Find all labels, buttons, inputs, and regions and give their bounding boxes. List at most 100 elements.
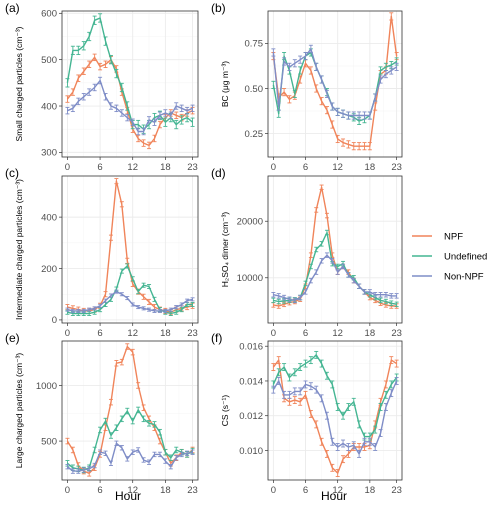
panel-a-x-tick-label: 23	[187, 162, 198, 173]
panel-c: 0 6 12 18 23 0 200 400 (c)Intermediate charged p…	[5, 166, 199, 339]
panel-d-x-tick-label: 0	[271, 328, 276, 339]
panel-c-series-non-npf	[65, 289, 195, 313]
panel-a-x-tick-label: 18	[160, 162, 171, 173]
panel-f-series-non-npf-line	[272, 380, 398, 455]
panel-e-tag: (e)	[5, 331, 20, 345]
panel-f-y-axis-title: CS (s⁻¹)	[220, 395, 230, 427]
panel-f-x-tick-label: 23	[391, 485, 402, 496]
panel-c-y-tick-label: 0	[52, 315, 57, 326]
panel-a-series-non-npf-line	[67, 79, 193, 133]
panel-b-x-tick-label: 18	[365, 162, 376, 173]
panel-f-x-tick-label: 12	[332, 485, 343, 496]
panel-f-y-tick-label: 0.014	[239, 376, 263, 387]
panel-d-x-tick-label: 12	[332, 328, 343, 339]
panel-f: 0 6 12 18 23 0.010 0.012 0.014 0.016 (f) CS (s⁻¹)	[211, 331, 403, 496]
panel-e-series-undefined-line	[66, 409, 193, 471]
panel-f-y-tick-label: 0.012	[239, 411, 263, 422]
panel-a-y-tick-label: 600	[41, 9, 57, 20]
panel-a: 0 6 12 18 23 300 400 500 600 (a) Small charged par…	[5, 1, 199, 173]
panel-d-tag: (d)	[211, 166, 226, 180]
panel-b-y-tick-label: 0.50	[245, 84, 264, 95]
panel-c-tag: (c)	[5, 166, 19, 180]
panel-c-border	[61, 175, 199, 324]
panel-b-x-tick-label: 12	[332, 162, 343, 173]
panel-f-series-undefined	[271, 350, 399, 441]
panel-a-y-axis-title: Small charged particles (cm⁻³)	[14, 26, 24, 141]
panel-b-series-non-npf	[271, 44, 399, 120]
panel-d: 0 6 12 18 23 10000 20000 (d) H₂SO₄ dimer (cm⁻³)	[211, 166, 403, 339]
panel-a-border	[61, 10, 199, 158]
panel-f-tag: (f)	[211, 331, 222, 345]
panel-e-border	[61, 340, 199, 481]
panel-f-y-tick-label: 0.016	[239, 342, 263, 353]
panel-f-series-non-npf	[271, 377, 399, 458]
panel-d-border	[267, 175, 403, 324]
panel-e-x-tick-label: 12	[127, 485, 138, 496]
panel-f-series-npf	[271, 356, 399, 477]
panel-d-y-tick-label: 20000	[237, 217, 263, 228]
panel-c-series-non-npf-line	[67, 290, 193, 312]
panel-a-x-tick-label: 12	[127, 162, 138, 173]
panel-f-x-tick-label: 18	[365, 485, 376, 496]
panel-d-series-non-npf-line	[273, 254, 397, 302]
panel-e-x-tick-label: 18	[160, 485, 171, 496]
panel-e-series-non-npf-line	[66, 442, 193, 472]
panel-b-series-non-npf-line	[272, 48, 397, 117]
panel-c-y-tick-label: 400	[41, 212, 57, 223]
x-axis-title-left: Hour	[115, 489, 141, 503]
panel-e-series-non-npf	[65, 440, 195, 474]
panel-e-background	[62, 341, 198, 480]
panel-a-tag: (a)	[5, 1, 20, 15]
panel-b-y-tick-label: 0.75	[245, 39, 264, 50]
panel-f-border	[267, 340, 403, 481]
panel-b-x-tick-label: 0	[271, 162, 276, 173]
panel-a-x-tick-label: 6	[97, 162, 102, 173]
legend-label-undefined: Undefined	[444, 252, 487, 263]
panel-c-x-tick-label: 18	[160, 328, 171, 339]
panel-e-x-tick-label: 6	[97, 485, 102, 496]
panel-c-y-axis-title: Intermediate charged particles (cm⁻³)	[14, 179, 24, 320]
panel-a-series-non-npf	[65, 76, 195, 136]
panel-a-y-tick-label: 300	[41, 148, 57, 159]
panel-f-x-tick-label: 6	[303, 485, 308, 496]
panel-e-series-npf-line	[66, 345, 194, 474]
panel-e-y-axis-title: Large charged particles (cm⁻³)	[14, 353, 24, 469]
panel-d-y-axis-title: H₂SO₄ dimer (cm⁻³)	[220, 212, 230, 288]
panel-a-y-tick-label: 500	[41, 55, 57, 66]
panel-b-y-tick-label: 0.25	[245, 129, 264, 140]
panel-c-background	[62, 176, 198, 323]
legend: NPF Undefined Non-NPF	[412, 232, 487, 283]
panel-c-x-tick-label: 6	[97, 328, 102, 339]
panel-b-x-tick-label: 23	[391, 162, 402, 173]
panel-e-x-tick-label: 0	[65, 485, 70, 496]
panel-c-x-tick-label: 12	[127, 328, 138, 339]
panel-c-y-tick-label: 200	[41, 264, 57, 275]
panel-c-x-tick-label: 23	[187, 328, 198, 339]
panel-a-background	[62, 11, 198, 157]
panel-d-series-non-npf	[271, 252, 399, 304]
panel-e-y-tick-label: 500	[41, 436, 57, 447]
panel-c-x-tick-label: 0	[65, 328, 70, 339]
panel-b-border	[267, 10, 403, 158]
panel-b: 0 6 12 18 23 0.25 0.50 0.75 (b) BC (μg m⁻³)	[211, 1, 403, 173]
panel-f-x-tick-label: 0	[271, 485, 276, 496]
panel-e: 0 6 12 18 23 500 1000 (e) Large charged particle…	[5, 331, 199, 496]
legend-label-non-npf: Non-NPF	[444, 272, 484, 283]
panel-d-x-tick-label: 18	[365, 328, 376, 339]
panel-a-x-tick-label: 0	[65, 162, 70, 173]
x-axis-title-right: Hour	[321, 489, 347, 503]
panel-d-x-tick-label: 23	[391, 328, 402, 339]
panel-a-y-tick-label: 400	[41, 101, 57, 112]
panel-b-x-tick-label: 6	[303, 162, 308, 173]
panel-f-y-tick-label: 0.010	[239, 446, 263, 457]
legend-label-npf: NPF	[444, 232, 463, 243]
panel-b-background	[268, 11, 402, 157]
panel-d-x-tick-label: 6	[303, 328, 308, 339]
panel-e-x-tick-label: 23	[187, 485, 198, 496]
panel-c-series-undefined-line	[67, 265, 193, 315]
panel-b-tag: (b)	[211, 1, 226, 15]
panel-b-y-axis-title: BC (μg m⁻³)	[220, 61, 230, 107]
panel-d-y-tick-label: 10000	[237, 273, 263, 284]
